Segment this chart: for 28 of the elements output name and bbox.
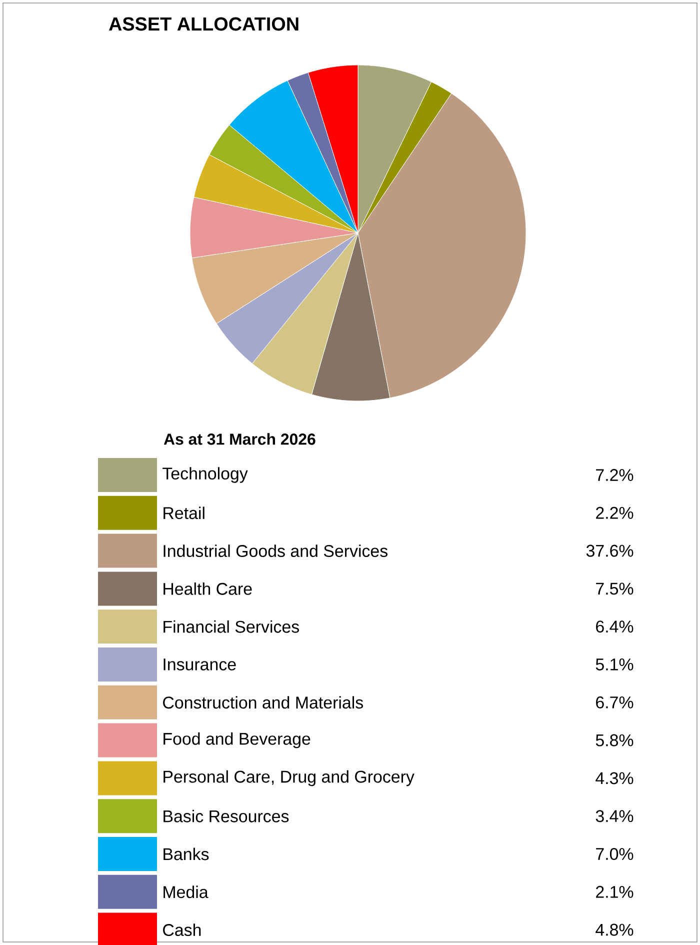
data-label: 4.8% xyxy=(596,924,634,936)
legend-label: Construction and Materials xyxy=(163,696,363,709)
data-label: 37.6% xyxy=(586,544,634,557)
data-label: 5.1% xyxy=(596,658,634,670)
legend-label: Industrial Goods and Services xyxy=(164,544,388,558)
data-label: 4.3% xyxy=(596,772,634,784)
legend-label: Insurance xyxy=(164,658,236,670)
chart-title: ASSET ALLOCATION xyxy=(108,17,298,31)
data-label: 7.5% xyxy=(596,582,634,595)
data-label: 6.4% xyxy=(596,620,634,633)
data-label: 2.2% xyxy=(596,506,634,519)
data-label: 2.1% xyxy=(596,886,634,898)
data-label: 6.7% xyxy=(596,696,634,708)
legend-label: Health Care xyxy=(164,582,252,595)
legend-label: Basic Resources xyxy=(164,810,289,822)
legend-label: Cash xyxy=(163,924,201,936)
legend-label: Technology xyxy=(162,467,248,483)
legend-label: Media xyxy=(164,886,208,898)
legend-label: Banks xyxy=(164,848,209,860)
data-label: 5.8% xyxy=(596,734,634,746)
legend-label: Retail xyxy=(164,506,204,520)
text: As at 31 March 2026 xyxy=(164,433,316,445)
data-label: 3.4% xyxy=(596,810,634,822)
data-label: 7.2% xyxy=(596,469,634,481)
legend-label: Food and Beverage xyxy=(164,732,310,748)
legend-label: Personal Care, Drug and Grocery xyxy=(164,770,414,786)
data-label: 7.0% xyxy=(596,848,634,860)
legend-label: Financial Services xyxy=(164,620,299,633)
